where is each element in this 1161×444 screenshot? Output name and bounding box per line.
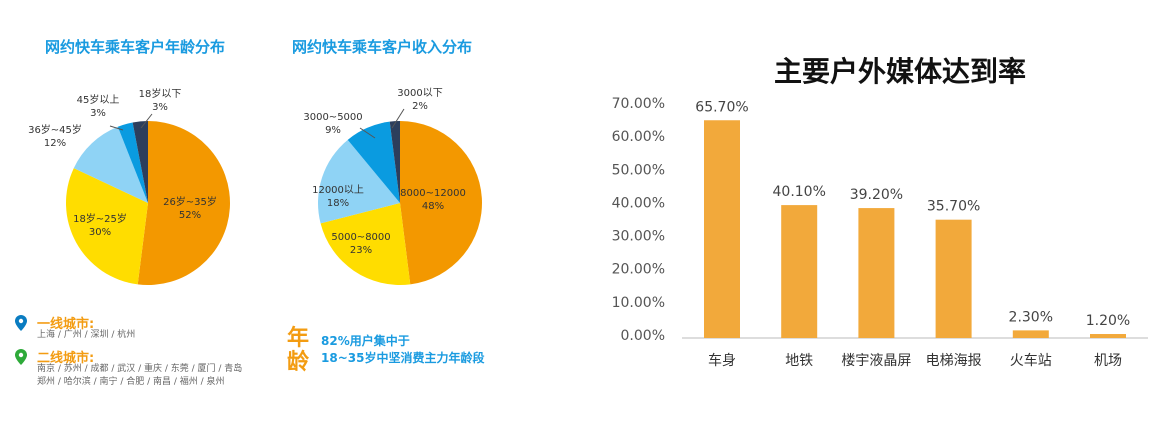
pie-slice-label: 3000~5000 — [303, 112, 362, 123]
bar-data-label: 1.20% — [1086, 313, 1130, 329]
bar-chart-title: 主要户外媒体达到率 — [774, 55, 1027, 88]
pie-slice-value: 52% — [179, 210, 201, 221]
green-location-pin-icon — [15, 349, 27, 365]
pie-slice-value: 2% — [412, 101, 428, 112]
bar-data-label: 65.70% — [695, 99, 748, 115]
pie-slice — [317, 139, 400, 224]
y-tick-label: 40.00% — [612, 195, 665, 211]
pie-slice-value: 9% — [325, 125, 341, 136]
pie-leader-line — [391, 108, 405, 129]
y-tick-label: 0.00% — [621, 328, 665, 344]
pie-charts: 26岁~35岁 52% 18岁~25岁 30% 36岁~45岁 12% 45岁以上 3% 18岁… — [28, 87, 482, 285]
x-tick-label: 火车站 — [1010, 352, 1052, 369]
pie-slice — [400, 121, 482, 285]
age-big-char-1: 年 — [287, 326, 310, 351]
pie-slice-label: 5000~8000 — [331, 232, 390, 243]
tier2-cities-title: 二线城市: — [37, 351, 95, 366]
pie-slice — [66, 168, 148, 285]
bar-data-label: 40.10% — [773, 184, 826, 200]
y-tick-label: 50.00% — [612, 162, 665, 178]
tier2-cities-list-1: 南京 / 苏州 / 成都 / 武汉 / 重庆 / 东莞 / 厦门 / 青岛 — [37, 364, 243, 374]
y-tick-label: 60.00% — [612, 129, 665, 145]
pie-slice-label: 45岁以上 — [77, 93, 120, 106]
pie-slice-label: 8000~12000 — [400, 188, 466, 199]
pie-slice-label: 12000以上 — [312, 184, 364, 196]
pie-slice-label: 26岁~35岁 — [163, 195, 217, 208]
pie-slice-label: 18岁~25岁 — [73, 212, 127, 225]
pie-slice — [132, 121, 148, 203]
bar — [858, 208, 895, 338]
bar — [704, 120, 740, 338]
bar — [935, 219, 972, 338]
x-tick-label: 地铁 — [785, 353, 813, 369]
blue-location-pin-icon — [15, 315, 27, 331]
bar — [781, 205, 818, 338]
x-tick-label: 车身 — [708, 352, 736, 369]
x-tick-label: 电梯海报 — [926, 353, 982, 369]
pie-leader-line — [359, 127, 376, 139]
age-pie-title: 网约快车乘车客户年龄分布 — [45, 38, 226, 56]
pie-leader-line — [109, 125, 124, 131]
pie-slice-value: 3% — [90, 108, 106, 119]
y-tick-label: 30.00% — [612, 229, 665, 245]
pie-slice-value: 12% — [44, 138, 66, 149]
pie-slice — [73, 126, 148, 203]
age-note-line1: 82%用户集中于 — [321, 334, 410, 348]
pie-slice — [347, 121, 400, 203]
pie-slice-value: 18% — [327, 198, 349, 209]
bar — [1090, 334, 1126, 338]
y-tick-label: 70.00% — [612, 96, 665, 112]
bar-data-label: 35.70% — [927, 199, 980, 215]
pie-leader-line — [140, 113, 153, 129]
pie-slice-label: 36岁~45岁 — [28, 123, 82, 136]
tier2-cities-list-2: 郑州 / 哈尔滨 / 南宁 / 合肥 / 南昌 / 福州 / 泉州 — [37, 377, 225, 387]
pie-slice — [389, 121, 400, 203]
age-note-line2: 18~35岁中坚消费主力年龄段 — [321, 351, 485, 365]
x-tick-label: 楼宇液晶屏 — [841, 353, 911, 369]
pie-slice — [117, 122, 148, 203]
pie-slice-value: 23% — [350, 245, 372, 256]
pie-slice-value: 30% — [89, 227, 111, 238]
pie-slice-label: 3000以下 — [397, 88, 442, 99]
pie-slice — [320, 203, 411, 285]
pie-slice-value: 3% — [152, 102, 168, 113]
pie-slice — [137, 121, 231, 285]
y-tick-label: 10.00% — [612, 295, 665, 311]
tier1-cities-list: 上海 / 广州 / 深圳 / 杭州 — [37, 330, 136, 340]
tier1-cities-title: 一线城市: — [37, 317, 95, 332]
pie-slice-label: 18岁以下 — [139, 87, 182, 100]
bar — [1012, 330, 1049, 338]
age-big-char-2: 龄 — [287, 350, 310, 375]
bar-chart: 0.00% 10.00% 20.00% 30.00% 40.00% 50.00% 60.00… — [612, 96, 1148, 369]
bar-data-label: 39.20% — [850, 187, 903, 203]
income-pie-title: 网约快车乘车客户收入分布 — [292, 38, 473, 56]
y-tick-label: 20.00% — [612, 262, 665, 278]
x-tick-label: 机场 — [1094, 353, 1122, 369]
pie-slice-value: 48% — [422, 201, 444, 212]
bar-data-label: 2.30% — [1009, 309, 1053, 325]
